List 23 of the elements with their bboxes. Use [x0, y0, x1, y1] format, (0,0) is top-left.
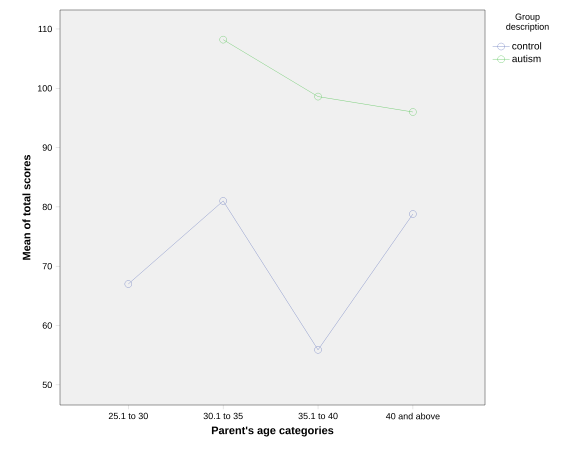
y-axis-title: Mean of total scores — [22, 154, 30, 260]
legend-label: control — [512, 42, 542, 50]
y-tick-label: 60 — [42, 322, 52, 329]
y-tick-label: 100 — [38, 85, 52, 92]
point — [409, 108, 417, 116]
x-tick-label: 35.1 to 40 — [298, 412, 338, 420]
y-tick-label: 70 — [42, 263, 52, 270]
x-tick-label: 40 and above — [386, 412, 440, 420]
point — [219, 36, 227, 44]
x-axis-title: Parent's age categories — [212, 426, 334, 436]
y-tick-label: 80 — [42, 204, 52, 210]
point — [219, 197, 227, 205]
x-tick-label: 25.1 to 30 — [108, 412, 148, 420]
point — [409, 210, 417, 218]
legend-title: Group description — [506, 14, 549, 32]
x-tick-label: 30.1 to 35 — [204, 412, 243, 420]
point — [124, 280, 132, 288]
y-tick-label: 110 — [38, 26, 52, 32]
point — [314, 346, 322, 354]
y-tick-label: 50 — [42, 382, 52, 388]
y-tick-label: 90 — [42, 144, 52, 151]
legend-label: autism — [512, 54, 541, 62]
point — [314, 92, 322, 100]
